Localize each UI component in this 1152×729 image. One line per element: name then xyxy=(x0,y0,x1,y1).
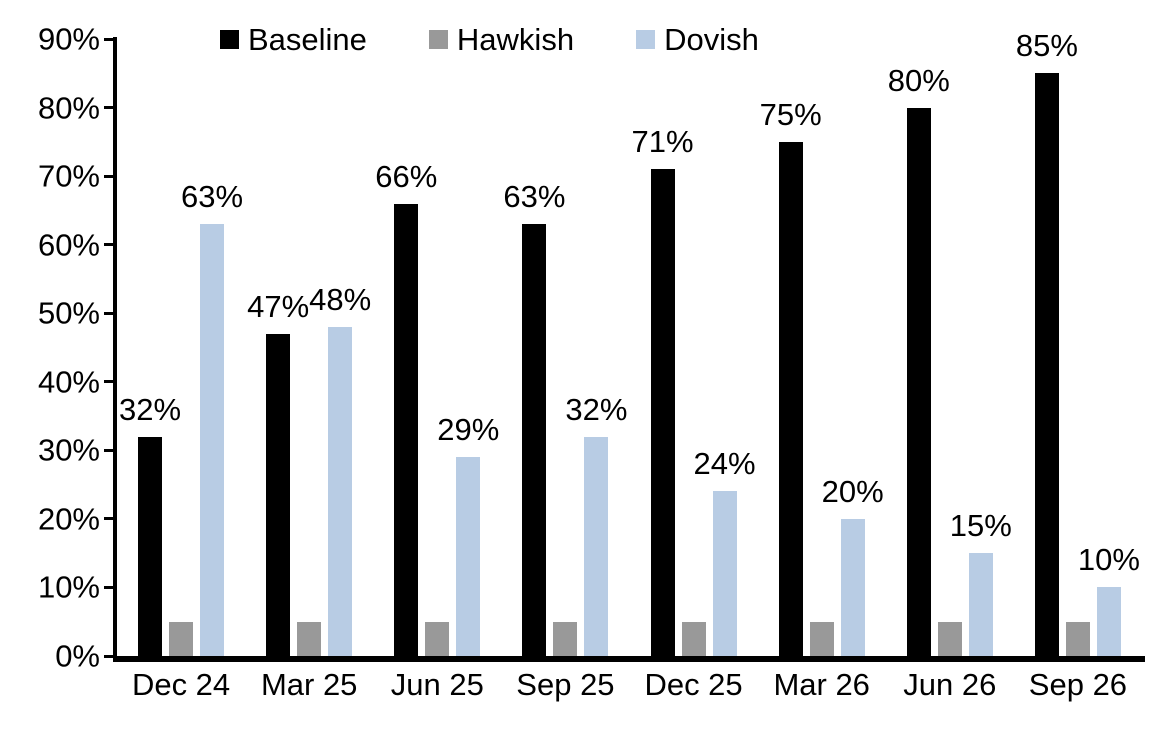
bar-dovish-mar-26: 20% xyxy=(822,476,884,656)
bar-baseline-sep-26: 85% xyxy=(1016,30,1078,656)
bar-group-mar-25: 47% 48% xyxy=(245,39,373,656)
x-tick-label-dec-25: Dec 25 xyxy=(644,667,743,702)
data-label-dovish-sep-26: 10% xyxy=(1077,542,1140,578)
y-tick-label-90: 90% xyxy=(37,21,100,57)
x-tick-label-sep-26: Sep 26 xyxy=(1028,667,1128,702)
bar-dovish-sep-26: 10% xyxy=(1078,544,1140,656)
data-label-dovish-jun-26: 15% xyxy=(949,508,1012,544)
bar-dovish-jun-26: 15% xyxy=(950,510,1012,656)
bar-dovish-dec-25: 24% xyxy=(694,448,756,656)
x-axis-line xyxy=(113,656,1145,662)
legend-swatch-hawkish-icon xyxy=(428,30,448,49)
bar-dovish-jun-25: 29% xyxy=(437,414,499,656)
bar-baseline-sep-25: 63% xyxy=(503,181,565,656)
legend-label-hawkish: Hawkish xyxy=(456,22,575,57)
legend-label-baseline: Baseline xyxy=(248,22,367,57)
bar-hawkish-dec-24 xyxy=(169,621,194,656)
y-tick-mark-20 xyxy=(104,517,113,521)
data-label-baseline-sep-26: 85% xyxy=(1015,28,1078,64)
bar-baseline-jun-25: 66% xyxy=(375,161,437,656)
y-axis-labels: 0% 10% 20% 30% 40% 50% 60% 70% 80% 90% xyxy=(0,24,100,672)
bar-hawkish-jun-25 xyxy=(425,621,450,656)
x-tick-label-sep-25: Sep 25 xyxy=(516,667,615,702)
x-axis-labels: Dec 24 Mar 25 Jun 25 Sep 25 Dec 25 Mar 26 Jun … xyxy=(117,669,1142,700)
bar-group-sep-26: 85% 10% xyxy=(1014,30,1142,656)
y-tick-mark-90 xyxy=(104,37,113,41)
y-tick-mark-80 xyxy=(104,106,113,110)
legend-item-dovish: Dovish xyxy=(636,24,759,55)
legend-item-hawkish: Hawkish xyxy=(428,22,575,57)
y-tick-mark-40 xyxy=(104,380,113,384)
x-tick-label-dec-24: Dec 24 xyxy=(131,667,231,702)
data-label-baseline-mar-25: 47% xyxy=(247,288,310,324)
bar-hawkish-sep-26 xyxy=(1065,621,1090,656)
data-label-baseline-sep-25: 63% xyxy=(503,179,566,215)
data-label-baseline-mar-26: 75% xyxy=(759,96,822,132)
bar-hawkish-sep-25 xyxy=(553,621,578,656)
y-tick-mark-60 xyxy=(104,243,113,247)
x-tick-label-jun-25: Jun 25 xyxy=(390,667,484,702)
bar-hawkish-dec-25 xyxy=(681,621,706,656)
data-label-dovish-dec-25: 24% xyxy=(693,446,756,482)
bar-dovish-mar-25: 48% xyxy=(309,284,371,656)
y-tick-label-30: 30% xyxy=(37,432,100,468)
data-label-dovish-dec-24: 63% xyxy=(181,179,244,215)
y-tick-label-10: 10% xyxy=(37,569,100,605)
data-label-dovish-jun-25: 29% xyxy=(437,412,500,448)
data-label-dovish-sep-25: 32% xyxy=(565,391,628,427)
data-label-baseline-jun-26: 80% xyxy=(887,62,950,98)
bar-hawkish-mar-25 xyxy=(297,621,322,656)
data-label-baseline-dec-24: 32% xyxy=(119,391,182,427)
bar-baseline-jun-26: 80% xyxy=(888,65,950,656)
legend-swatch-baseline-icon xyxy=(220,30,239,49)
plot-area: 32% 63% 47% 48% 66% 29% 63% 32% 71% 24% 75% 20% 80% 1… xyxy=(104,30,1145,662)
legend-label-dovish: Dovish xyxy=(664,22,759,57)
y-axis-line xyxy=(113,37,117,662)
x-tick-label-mar-26: Mar 26 xyxy=(773,667,870,702)
x-tick-label-mar-25: Mar 25 xyxy=(260,667,358,702)
bar-groups: 32% 63% 47% 48% 66% 29% 63% 32% 71% 24% 75% 20% 80% 1… xyxy=(117,30,1142,656)
x-tick-label-jun-26: Jun 26 xyxy=(903,667,997,702)
data-label-baseline-jun-25: 66% xyxy=(375,158,438,194)
data-label-dovish-mar-25: 48% xyxy=(309,281,372,317)
y-tick-label-50: 50% xyxy=(37,295,100,331)
bar-baseline-mar-25: 47% xyxy=(247,291,309,656)
y-tick-mark-0 xyxy=(104,654,113,658)
y-tick-label-80: 80% xyxy=(37,90,100,126)
bar-baseline-dec-25: 71% xyxy=(632,126,694,656)
y-tick-label-20: 20% xyxy=(37,501,100,537)
chart-legend: Baseline Hawkish Dovish xyxy=(220,24,759,55)
bar-group-jun-25: 66% 29% xyxy=(373,39,501,656)
y-tick-mark-70 xyxy=(104,174,113,178)
bar-hawkish-jun-26 xyxy=(937,621,962,656)
y-tick-label-40: 40% xyxy=(37,364,100,400)
bar-group-sep-25: 63% 32% xyxy=(501,39,629,656)
y-tick-label-0: 0% xyxy=(55,638,100,674)
y-tick-mark-50 xyxy=(104,311,113,315)
data-label-baseline-dec-25: 71% xyxy=(631,124,694,160)
y-tick-mark-30 xyxy=(104,448,113,452)
bar-baseline-mar-26: 75% xyxy=(760,99,822,656)
y-tick-label-60: 60% xyxy=(37,227,100,263)
y-tick-mark-10 xyxy=(104,585,113,589)
bar-hawkish-mar-26 xyxy=(809,621,834,656)
legend-swatch-dovish-icon xyxy=(636,30,656,49)
bar-group-dec-24: 32% 63% xyxy=(117,39,245,656)
y-tick-label-70: 70% xyxy=(37,158,100,194)
data-label-dovish-mar-26: 20% xyxy=(821,473,884,509)
bar-group-mar-26: 75% 20% xyxy=(758,39,886,656)
bar-dovish-dec-24: 63% xyxy=(181,181,243,656)
bar-dovish-sep-25: 32% xyxy=(565,394,627,656)
bar-group-jun-26: 80% 15% xyxy=(886,39,1014,656)
bar-group-dec-25: 71% 24% xyxy=(630,39,758,656)
legend-item-baseline: Baseline xyxy=(220,24,367,55)
bar-baseline-dec-24: 32% xyxy=(119,394,181,656)
